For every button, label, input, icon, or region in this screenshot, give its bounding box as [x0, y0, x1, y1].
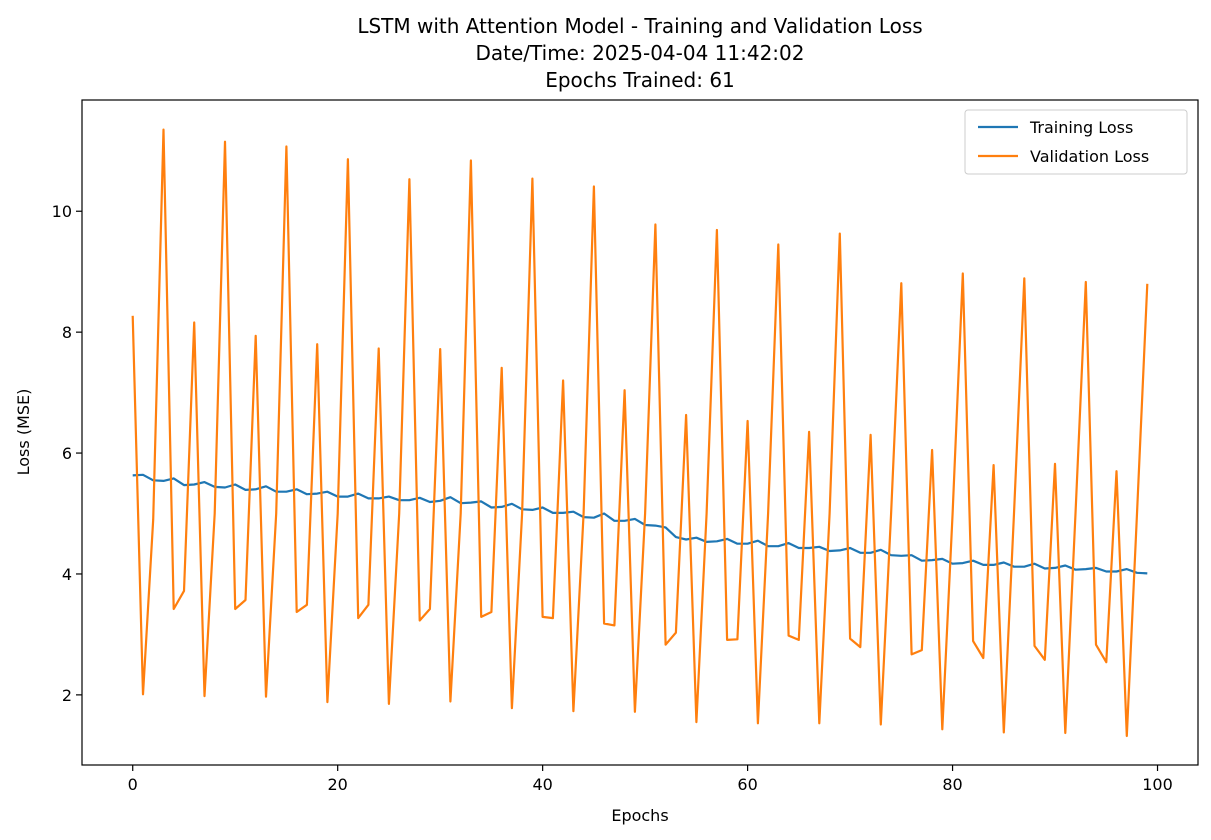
x-tick-label: 80	[942, 775, 962, 794]
x-tick-label: 0	[128, 775, 138, 794]
x-tick-label: 40	[532, 775, 552, 794]
chart-title-line-3: Epochs Trained: 61	[545, 68, 735, 92]
y-tick-label: 4	[62, 565, 72, 584]
axes-frame	[81, 99, 1199, 766]
legend-label-validation-loss: Validation Loss	[1030, 147, 1149, 166]
series-line-validation-loss	[131, 128, 1149, 738]
legend: Training Loss Validation Loss	[964, 109, 1188, 175]
plot-area	[131, 128, 1149, 738]
y-tick-label: 6	[62, 444, 72, 463]
x-tick-label: 60	[737, 775, 757, 794]
series-line-training-loss	[132, 473, 1148, 575]
axis-ticks: 0 20 40 60 80 100 2 4 6 8 10	[52, 202, 1173, 794]
x-axis-label: Epochs	[611, 806, 668, 825]
x-tick-label: 100	[1142, 775, 1173, 794]
chart-title-line-2: Date/Time: 2025-04-04 11:42:02	[476, 41, 805, 65]
legend-box	[964, 109, 1188, 175]
chart-title-line-1: LSTM with Attention Model - Training and…	[357, 14, 922, 38]
y-tick-label: 8	[62, 323, 72, 342]
y-tick-label: 2	[62, 686, 72, 705]
y-tick-label: 10	[52, 202, 72, 221]
y-axis-label: Loss (MSE)	[14, 389, 33, 476]
x-tick-label: 20	[328, 775, 348, 794]
legend-label-training-loss: Training Loss	[1029, 118, 1133, 137]
